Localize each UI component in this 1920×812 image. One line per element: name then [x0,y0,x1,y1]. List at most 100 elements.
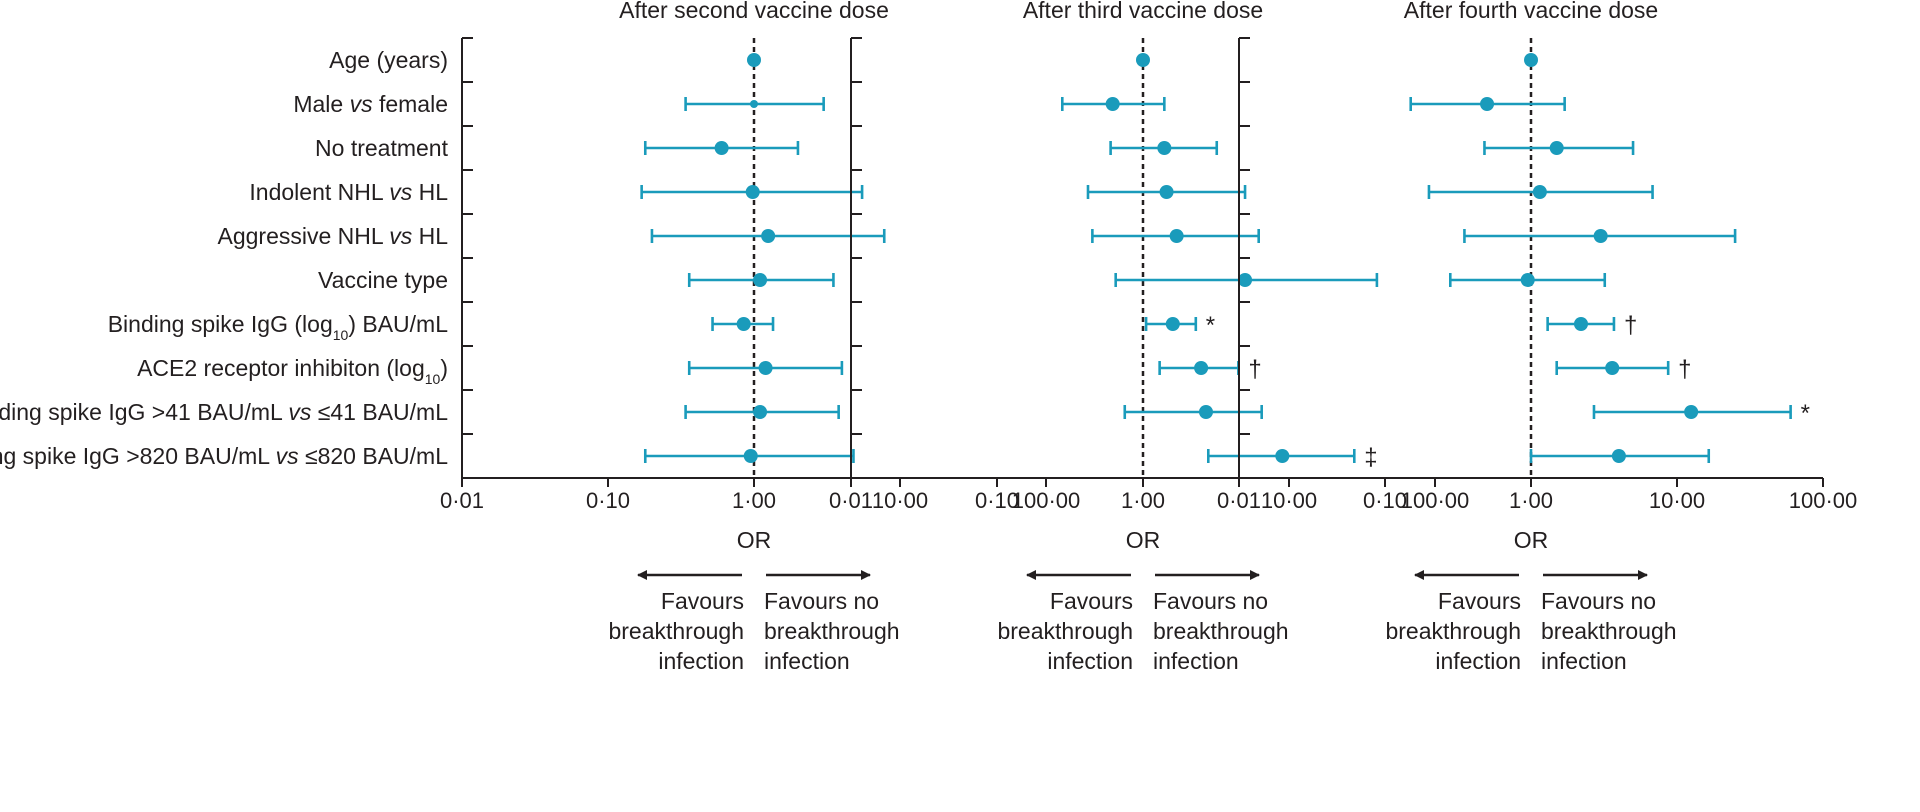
x-tick-label: 100·00 [1789,488,1858,513]
point-estimate [753,405,768,419]
data-row [1086,185,1247,199]
x-tick-label: 1·00 [732,488,776,513]
x-tick-label: 0·01 [829,488,873,513]
point-estimate [1136,53,1150,67]
favours-no-breakthrough-label: breakthrough [764,618,900,644]
panel-title: After fourth vaccine dose [1404,0,1658,23]
point-estimate [1605,361,1620,375]
point-estimate [1159,185,1174,199]
panel-2: After third vaccine dose 0·01 0·10 1·00 10·0… [829,0,1469,674]
x-tick-label: 0·01 [440,488,484,513]
data-row [1448,273,1607,287]
point-estimate [758,361,773,375]
x-tick-label: 10·00 [1261,488,1317,513]
point-estimate [1611,449,1626,463]
data-row [1409,97,1566,111]
significance-mark: † [1678,356,1691,383]
favours-no-breakthrough-label: infection [1541,648,1627,674]
data-row [747,53,761,67]
significance-mark: * [1801,400,1810,427]
data-row [1524,53,1538,67]
panel-title: After third vaccine dose [1023,0,1263,23]
data-row [640,185,864,199]
data-row [1114,273,1379,287]
point-estimate [747,53,761,67]
data-row [1483,141,1635,155]
panel-title: After second vaccine dose [619,0,889,23]
point-estimate [1275,449,1290,463]
data-row: † [1555,356,1692,383]
data-row [687,361,844,375]
x-tick-label: 0·10 [1363,488,1407,513]
x-tick-label: 10·00 [872,488,928,513]
row-label: Vaccine type [318,267,448,293]
x-tick-label: 0·01 [1217,488,1261,513]
data-row: † [1546,312,1637,339]
row-label: Binding spike IgG (log10) BAU/mL [108,311,448,343]
row-label: Age (years) [329,47,448,73]
favours-no-breakthrough-label: Favours no [1153,588,1268,614]
row-label: No treatment [315,135,449,161]
point-estimate [736,317,751,331]
favours-breakthrough-label: Favours [1438,588,1521,614]
point-estimate [750,100,758,108]
row-label: Aggressive NHL vs HL [217,223,448,249]
point-estimate [761,229,776,243]
significance-mark: † [1624,312,1637,339]
point-estimate [1157,141,1172,155]
favours-no-breakthrough-label: infection [1153,648,1239,674]
point-estimate [1105,97,1120,111]
row-label: Binding spike IgG >820 BAU/mL vs ≤820 BA… [0,443,448,469]
favours-breakthrough-label: breakthrough [997,618,1133,644]
favours-no-breakthrough-label: Favours no [764,588,879,614]
data-row [1109,141,1219,155]
favours-breakthrough-label: Favours [1050,588,1133,614]
point-estimate [1593,229,1608,243]
favours-breakthrough-label: breakthrough [1385,618,1521,644]
data-row [684,405,840,419]
point-estimate [1532,185,1547,199]
data-row [1060,97,1166,111]
data-row [711,317,775,331]
x-tick-label: 100·00 [1401,488,1470,513]
x-tick-label: 0·10 [586,488,630,513]
row-label: Binding spike IgG >41 BAU/mL vs ≤41 BAU/… [0,399,448,425]
panels: After second vaccine dose 0·01 0·10 1·00 10·… [440,0,1857,674]
data-row: * [1144,312,1215,339]
row-label: Indolent NHL vs HL [249,179,448,205]
data-row [684,97,825,111]
point-estimate [1520,273,1535,287]
x-tick-label: 100·00 [1012,488,1081,513]
favours-breakthrough-label: infection [658,648,744,674]
favours-no-breakthrough-label: breakthrough [1541,618,1677,644]
x-axis-title: OR [1126,527,1161,553]
data-row [1091,229,1260,243]
data-row: ‡ [1206,444,1378,471]
panel-1: After second vaccine dose 0·01 0·10 1·00 10·… [440,0,1080,674]
data-row [1136,53,1150,67]
data-row [1123,405,1263,419]
favours-breakthrough-label: breakthrough [608,618,744,644]
row-label: ACE2 receptor inhibiton (log10) [137,355,448,387]
data-row: * [1592,400,1810,427]
favours-breakthrough-label: infection [1435,648,1521,674]
point-estimate [743,449,758,463]
row-labels: Age (years) Male vs female No treatment Ind… [0,47,449,469]
x-tick-label: 10·00 [1649,488,1705,513]
x-tick-label: 0·10 [975,488,1019,513]
point-estimate [1194,361,1209,375]
point-estimate [1573,317,1588,331]
point-estimate [1165,317,1180,331]
point-estimate [1480,97,1495,111]
data-row [687,273,835,287]
point-estimate [1524,53,1538,67]
point-estimate [714,141,729,155]
row-label: Male vs female [293,91,448,117]
x-tick-label: 1·00 [1509,488,1553,513]
data-row [1529,449,1711,463]
x-axis-title: OR [1514,527,1549,553]
favours-no-breakthrough-label: Favours no [1541,588,1656,614]
significance-mark: * [1206,312,1215,339]
significance-mark: † [1248,356,1261,383]
